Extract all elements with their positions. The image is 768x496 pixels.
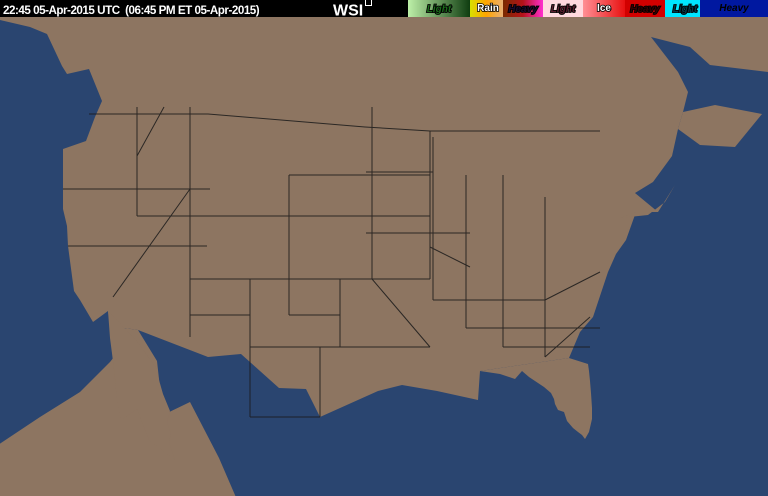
svg-text:Light: Light	[427, 4, 452, 15]
svg-text:Light: Light	[551, 4, 576, 15]
svg-text:Heavy: Heavy	[508, 4, 538, 15]
svg-text:Rain: Rain	[477, 3, 499, 14]
svg-text:Ice: Ice	[597, 3, 611, 14]
svg-text:Light: Light	[673, 4, 698, 15]
svg-text:Heavy: Heavy	[630, 4, 660, 15]
